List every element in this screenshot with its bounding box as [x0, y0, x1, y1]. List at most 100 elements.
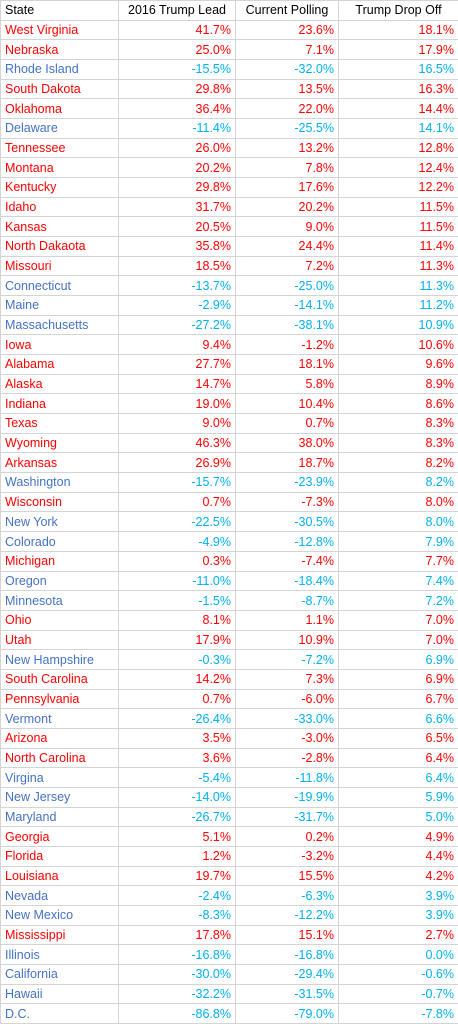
value-cell: -0.7% — [339, 985, 458, 1005]
state-cell: Ohio — [1, 610, 119, 631]
state-cell: Indiana — [1, 394, 119, 415]
value-cell: 9.4% — [119, 335, 236, 356]
value-cell: 22.0% — [236, 99, 339, 120]
value-cell: 5.1% — [119, 827, 236, 847]
state-cell: Oregon — [1, 571, 119, 592]
state-cell: Minnesota — [1, 591, 119, 611]
state-cell: New York — [1, 512, 119, 533]
value-cell: 8.3% — [339, 434, 458, 454]
value-cell: 13.5% — [236, 79, 339, 100]
state-cell: Wisconsin — [1, 492, 119, 513]
value-cell: -25.0% — [236, 276, 339, 297]
value-cell: 8.3% — [339, 414, 458, 434]
value-cell: 17.8% — [119, 925, 236, 946]
value-cell: -1.2% — [236, 335, 339, 356]
value-cell: -25.5% — [236, 119, 339, 139]
value-cell: -8.7% — [236, 591, 339, 611]
value-cell: 5.0% — [339, 808, 458, 828]
value-cell: 18.7% — [236, 453, 339, 474]
value-cell: 8.6% — [339, 394, 458, 415]
value-cell: 7.0% — [339, 631, 458, 651]
value-cell: -38.1% — [236, 315, 339, 336]
value-cell: 10.4% — [236, 394, 339, 415]
state-cell: Georgia — [1, 827, 119, 847]
value-cell: -8.3% — [119, 905, 236, 926]
state-cell: New Jersey — [1, 787, 119, 808]
state-cell: Washington — [1, 473, 119, 493]
state-cell: Tennessee — [1, 138, 119, 159]
value-cell: 6.4% — [339, 749, 458, 769]
value-cell: 3.5% — [119, 728, 236, 749]
value-cell: -0.6% — [339, 965, 458, 985]
value-cell: 14.1% — [339, 119, 458, 139]
value-cell: -6.3% — [236, 886, 339, 906]
value-cell: -27.2% — [119, 315, 236, 336]
value-cell: 38.0% — [236, 433, 339, 454]
state-cell: Kansas — [1, 217, 119, 238]
value-cell: -32.2% — [119, 984, 236, 1005]
state-cell: Rhode Island — [1, 60, 119, 80]
value-cell: -86.8% — [119, 1004, 236, 1024]
value-cell: -7.8% — [339, 1004, 458, 1024]
value-cell: 10.6% — [339, 335, 458, 356]
value-cell: -12.2% — [236, 905, 339, 926]
value-cell: 11.3% — [339, 257, 458, 277]
value-cell: -7.2% — [236, 650, 339, 670]
value-cell: 29.8% — [119, 178, 236, 198]
state-cell: New Hampshire — [1, 650, 119, 670]
value-cell: 7.7% — [339, 552, 458, 572]
value-cell: -2.4% — [119, 886, 236, 906]
value-cell: -32.0% — [236, 60, 339, 80]
value-cell: 20.2% — [236, 197, 339, 218]
value-cell: 9.0% — [119, 414, 236, 434]
state-cell: Alaska — [1, 374, 119, 395]
state-cell: Illinois — [1, 945, 119, 965]
value-cell: -7.4% — [236, 551, 339, 572]
value-cell: 8.0% — [339, 493, 458, 513]
value-cell: 8.1% — [119, 610, 236, 631]
state-cell: North Dakaota — [1, 237, 119, 257]
state-cell: Florida — [1, 846, 119, 867]
value-cell: 8.0% — [339, 512, 458, 533]
value-cell: 8.9% — [339, 375, 458, 395]
column-header: State — [1, 1, 119, 21]
value-cell: -0.3% — [119, 650, 236, 670]
value-cell: 14.2% — [119, 669, 236, 690]
state-cell: New Mexico — [1, 905, 119, 926]
value-cell: 14.4% — [339, 99, 458, 120]
value-cell: -22.5% — [119, 512, 236, 533]
state-cell: Maine — [1, 296, 119, 316]
state-cell: Wyoming — [1, 433, 119, 454]
value-cell: 2.7% — [339, 926, 458, 946]
value-cell: -13.7% — [119, 276, 236, 297]
value-cell: 10.9% — [236, 630, 339, 651]
value-cell: 25.0% — [119, 40, 236, 61]
value-cell: 6.6% — [339, 709, 458, 729]
value-cell: -16.8% — [236, 945, 339, 965]
column-header: 2016 Trump Lead — [119, 1, 236, 21]
value-cell: -18.4% — [236, 571, 339, 592]
value-cell: 6.4% — [339, 768, 458, 788]
state-cell: Nevada — [1, 886, 119, 906]
value-cell: -19.9% — [236, 787, 339, 808]
value-cell: 3.9% — [339, 886, 458, 906]
value-cell: 31.7% — [119, 197, 236, 218]
state-cell: Massachusetts — [1, 315, 119, 336]
value-cell: 4.4% — [339, 847, 458, 867]
value-cell: 7.4% — [339, 572, 458, 592]
state-cell: West Virginia — [1, 20, 119, 41]
value-cell: 0.7% — [236, 414, 339, 434]
state-cell: Mississippi — [1, 925, 119, 946]
value-cell: -29.4% — [236, 964, 339, 985]
state-cell: Michigan — [1, 551, 119, 572]
value-cell: -31.5% — [236, 984, 339, 1005]
value-cell: 7.1% — [236, 40, 339, 61]
value-cell: -11.8% — [236, 768, 339, 788]
value-cell: 11.3% — [339, 276, 458, 297]
value-cell: 3.6% — [119, 748, 236, 769]
value-cell: -30.0% — [119, 964, 236, 985]
value-cell: 11.5% — [339, 198, 458, 218]
value-cell: -11.0% — [119, 571, 236, 592]
value-cell: 26.9% — [119, 453, 236, 474]
